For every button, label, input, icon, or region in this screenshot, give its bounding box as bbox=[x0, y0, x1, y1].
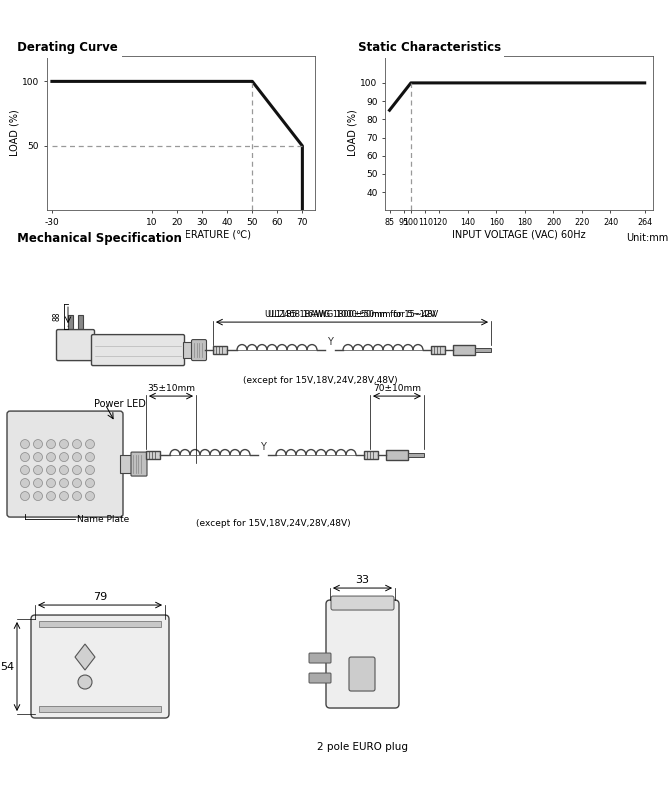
Circle shape bbox=[60, 440, 68, 449]
FancyBboxPatch shape bbox=[309, 653, 331, 663]
Bar bbox=[39, 706, 161, 712]
FancyBboxPatch shape bbox=[131, 452, 147, 476]
Circle shape bbox=[46, 440, 56, 449]
Bar bbox=[78, 315, 83, 329]
FancyBboxPatch shape bbox=[192, 340, 206, 360]
Text: Y: Y bbox=[260, 442, 266, 452]
Text: 35±10mm: 35±10mm bbox=[147, 384, 195, 393]
Polygon shape bbox=[75, 644, 95, 670]
Text: 33: 33 bbox=[356, 575, 369, 585]
Bar bbox=[475, 348, 491, 352]
Bar bbox=[183, 342, 193, 358]
Y-axis label: LOAD (%): LOAD (%) bbox=[9, 110, 19, 156]
Text: UL2468 16AWG 1000±50mm for 5~12V: UL2468 16AWG 1000±50mm for 5~12V bbox=[268, 310, 436, 319]
Circle shape bbox=[72, 453, 82, 461]
Text: 54: 54 bbox=[0, 661, 14, 672]
Circle shape bbox=[34, 491, 42, 500]
Bar bbox=[431, 346, 445, 354]
FancyBboxPatch shape bbox=[331, 596, 394, 610]
Text: UL1185 18AWG 1800±50mm for 15~48V: UL1185 18AWG 1800±50mm for 15~48V bbox=[265, 299, 439, 319]
Bar bbox=[120, 455, 132, 473]
Bar bbox=[364, 451, 378, 459]
Bar bbox=[453, 345, 475, 355]
Circle shape bbox=[21, 453, 29, 461]
Bar bbox=[39, 621, 161, 627]
Text: Name Plate: Name Plate bbox=[77, 515, 129, 523]
Text: Unit:mm: Unit:mm bbox=[626, 233, 669, 243]
Circle shape bbox=[86, 491, 94, 500]
Circle shape bbox=[60, 465, 68, 475]
Circle shape bbox=[60, 453, 68, 461]
Bar bbox=[146, 451, 160, 459]
Bar bbox=[213, 346, 227, 354]
Circle shape bbox=[72, 491, 82, 500]
Text: Derating Curve: Derating Curve bbox=[13, 41, 118, 54]
Circle shape bbox=[34, 465, 42, 475]
Circle shape bbox=[86, 440, 94, 449]
FancyBboxPatch shape bbox=[326, 600, 399, 708]
Text: 79: 79 bbox=[93, 592, 107, 602]
Text: 70±10mm: 70±10mm bbox=[373, 384, 421, 393]
Circle shape bbox=[72, 465, 82, 475]
Text: (except for 15V,18V,24V,28V,48V): (except for 15V,18V,24V,28V,48V) bbox=[243, 376, 397, 385]
Bar bbox=[386, 450, 408, 460]
Text: 88: 88 bbox=[53, 311, 62, 321]
Circle shape bbox=[21, 465, 29, 475]
Text: Static Characteristics: Static Characteristics bbox=[354, 41, 501, 54]
FancyBboxPatch shape bbox=[349, 657, 375, 691]
FancyBboxPatch shape bbox=[31, 615, 169, 718]
FancyBboxPatch shape bbox=[92, 334, 184, 365]
Circle shape bbox=[21, 479, 29, 488]
Circle shape bbox=[46, 453, 56, 461]
Text: Power LED: Power LED bbox=[94, 399, 146, 409]
Circle shape bbox=[78, 675, 92, 689]
Circle shape bbox=[60, 479, 68, 488]
FancyBboxPatch shape bbox=[309, 673, 331, 683]
Circle shape bbox=[46, 491, 56, 500]
Bar bbox=[408, 453, 424, 457]
Circle shape bbox=[72, 440, 82, 449]
X-axis label: AMBIENT TEMPERATURE (℃): AMBIENT TEMPERATURE (℃) bbox=[111, 229, 251, 240]
X-axis label: INPUT VOLTAGE (VAC) 60Hz: INPUT VOLTAGE (VAC) 60Hz bbox=[452, 229, 586, 240]
Circle shape bbox=[46, 465, 56, 475]
FancyBboxPatch shape bbox=[7, 411, 123, 517]
Bar bbox=[68, 315, 73, 329]
Y-axis label: LOAD (%): LOAD (%) bbox=[348, 110, 358, 156]
Circle shape bbox=[46, 479, 56, 488]
Circle shape bbox=[72, 479, 82, 488]
Circle shape bbox=[21, 491, 29, 500]
Circle shape bbox=[86, 465, 94, 475]
Text: 2 pole EURO plug: 2 pole EURO plug bbox=[317, 742, 408, 752]
Text: (except for 15V,18V,24V,28V,48V): (except for 15V,18V,24V,28V,48V) bbox=[196, 519, 350, 528]
Circle shape bbox=[34, 440, 42, 449]
Circle shape bbox=[60, 491, 68, 500]
Circle shape bbox=[34, 479, 42, 488]
Text: Y: Y bbox=[327, 337, 333, 347]
Circle shape bbox=[34, 453, 42, 461]
Circle shape bbox=[86, 453, 94, 461]
Circle shape bbox=[86, 479, 94, 488]
FancyBboxPatch shape bbox=[56, 330, 94, 360]
Text: Mechanical Specification: Mechanical Specification bbox=[13, 232, 182, 245]
Circle shape bbox=[21, 440, 29, 449]
